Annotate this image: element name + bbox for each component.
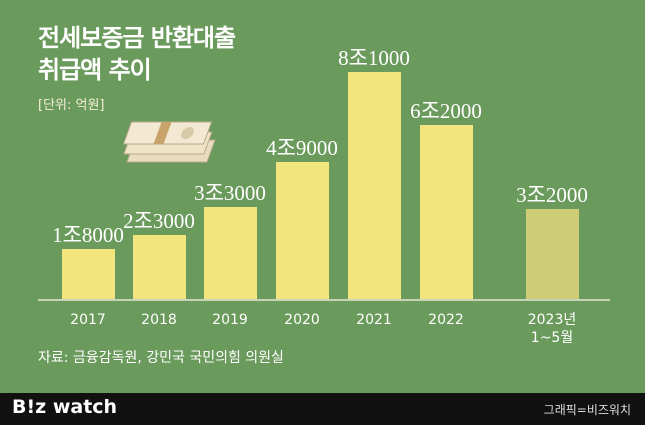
- data-label: 3조2000: [516, 183, 588, 208]
- money-illustration: [122, 121, 216, 163]
- data-label: 4조9000: [266, 135, 338, 160]
- data-label: 3조3000: [194, 180, 266, 205]
- chart-title: 전세보증금 반환대출 취급액 추이: [38, 24, 236, 84]
- bar: [275, 161, 329, 299]
- bar: [61, 248, 115, 299]
- data-label: 2조3000: [123, 208, 195, 233]
- x-axis-line: [38, 299, 610, 301]
- bar: [347, 72, 401, 299]
- footer: B!z watch 그래픽=비즈워치: [0, 393, 645, 425]
- bar: [203, 206, 257, 299]
- data-label: 1조8000: [52, 222, 124, 247]
- data-label: 6조2000: [410, 99, 482, 124]
- source-note: 자료: 금융감독원, 강민국 국민의힘 의원실: [38, 350, 284, 366]
- unit-label: [단위: 억원]: [38, 98, 105, 113]
- x-tick-label: 2018: [141, 312, 177, 328]
- x-tick-label: 2022: [428, 312, 464, 328]
- data-label: 8조1000: [338, 46, 410, 70]
- logo: B!z watch: [12, 396, 118, 418]
- credit: 그래픽=비즈워치: [543, 403, 631, 417]
- bar: [525, 209, 579, 299]
- bar: [132, 234, 186, 299]
- bar: [419, 125, 473, 299]
- x-tick-label: 2023년 1~5월: [527, 312, 577, 346]
- x-tick-label: 2019: [212, 312, 248, 328]
- x-tick-label: 2017: [70, 312, 106, 328]
- x-tick-label: 2021: [356, 312, 392, 328]
- x-tick-label: 2020: [284, 312, 320, 328]
